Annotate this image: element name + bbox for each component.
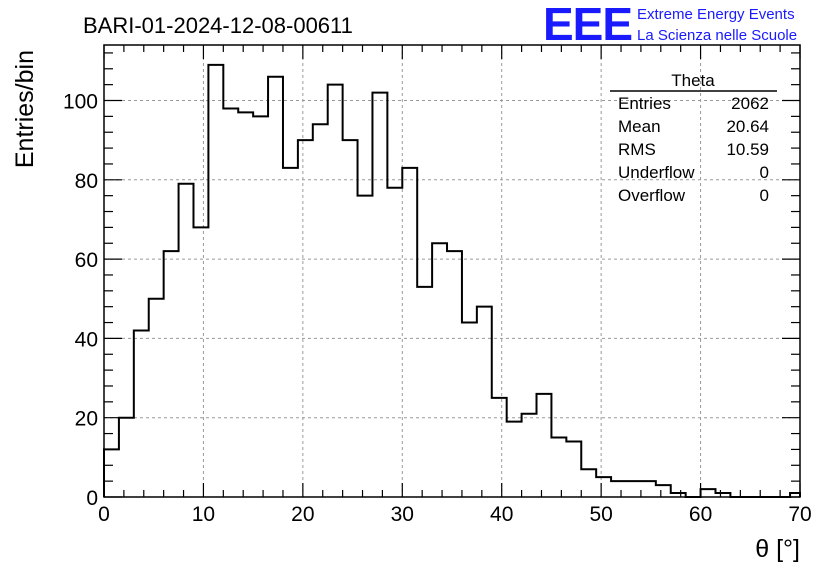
histogram-bin — [268, 77, 283, 497]
histogram-bin — [343, 140, 358, 497]
histogram-bin — [179, 184, 194, 497]
y-tick-label: 20 — [75, 408, 98, 431]
x-tick-label: 20 — [291, 503, 314, 526]
x-tick-label: 30 — [391, 503, 414, 526]
histogram-bin — [447, 251, 462, 497]
histogram-bin — [537, 394, 552, 497]
histogram-bin — [104, 449, 119, 497]
y-axis-title: Entries/bin — [11, 50, 39, 168]
stats-row-value: 0 — [760, 163, 769, 182]
stats-row-value: 20.64 — [726, 117, 769, 136]
x-tick-label: 40 — [490, 503, 513, 526]
stats-row-label: Underflow — [618, 163, 695, 182]
histogram-bin — [253, 116, 268, 497]
x-tick-label: 50 — [589, 503, 612, 526]
histogram-bin — [313, 124, 328, 497]
histogram-bin — [596, 477, 611, 497]
logo-line-2: La Scienza nelle Scuole — [637, 27, 797, 44]
histogram-bin — [551, 438, 566, 497]
stats-row-label: Entries — [618, 94, 671, 113]
stats-row-label: Overflow — [618, 186, 686, 205]
histogram-bin — [462, 323, 477, 497]
histogram-bin — [581, 469, 596, 497]
x-tick-label: 10 — [192, 503, 215, 526]
histogram-bin — [522, 414, 537, 497]
plot-frame — [103, 44, 801, 498]
x-tick-label: 70 — [788, 503, 811, 526]
stats-box: Theta Entries 2062 Mean 20.64 RMS 10.59 Underf… — [610, 71, 777, 205]
y-axis-ticks: 0 20 40 60 80 100 — [63, 52, 800, 510]
histogram-bin — [208, 65, 223, 497]
histogram-bin — [611, 481, 626, 497]
grid — [104, 45, 800, 497]
histogram-bin — [387, 188, 402, 497]
chart-title: BARI-01-2024-12-08-00611 — [83, 13, 353, 38]
stats-row-label: Mean — [618, 117, 661, 136]
plot-border — [103, 44, 801, 498]
histogram-bin — [238, 112, 253, 497]
histogram-bin — [402, 168, 417, 497]
histogram-bin — [223, 108, 238, 497]
histogram-bin — [656, 485, 671, 497]
y-tick-label: 60 — [75, 249, 98, 272]
histogram-bin — [641, 481, 656, 497]
histogram-series — [103, 63, 801, 498]
x-axis-ticks: 0 10 20 30 40 50 60 70 — [98, 45, 812, 526]
stats-box-title: Theta — [671, 71, 715, 90]
histogram-outline — [103, 63, 801, 498]
histogram-bin — [328, 85, 343, 497]
histogram-bin — [432, 243, 447, 497]
stats-row-label: RMS — [618, 140, 656, 159]
histogram-bin — [134, 330, 149, 497]
logo-line-1: Extreme Energy Events — [637, 6, 795, 23]
histogram-bin — [298, 140, 313, 497]
stats-row-value: 0 — [760, 186, 769, 205]
histogram-bin — [492, 398, 507, 497]
y-tick-label: 100 — [63, 91, 98, 114]
histogram-bin — [358, 196, 373, 497]
histogram-bin — [701, 489, 716, 497]
histogram-bin — [507, 422, 522, 497]
y-tick-label: 80 — [75, 170, 98, 193]
histogram-bin — [164, 251, 179, 497]
x-axis-title: θ [°] — [755, 535, 800, 563]
histogram-bin — [283, 168, 298, 497]
histogram-bin — [417, 287, 432, 497]
histogram-bin — [119, 418, 134, 497]
histogram-bin — [477, 307, 492, 497]
histogram-bin — [626, 481, 641, 497]
histogram-bin — [372, 93, 387, 497]
histogram-bin — [149, 299, 164, 497]
y-tick-label: 40 — [75, 328, 98, 351]
y-tick-label: 0 — [86, 487, 98, 510]
x-tick-label: 60 — [689, 503, 712, 526]
x-tick-label: 0 — [98, 503, 110, 526]
logo: EEE Extreme Energy Events La Scienza nel… — [543, 0, 797, 50]
histogram-bin — [193, 227, 208, 497]
histogram-bin — [566, 441, 581, 497]
stats-row-value: 2062 — [731, 94, 769, 113]
logo-mark: EEE — [543, 0, 632, 50]
stats-row-value: 10.59 — [726, 140, 769, 159]
